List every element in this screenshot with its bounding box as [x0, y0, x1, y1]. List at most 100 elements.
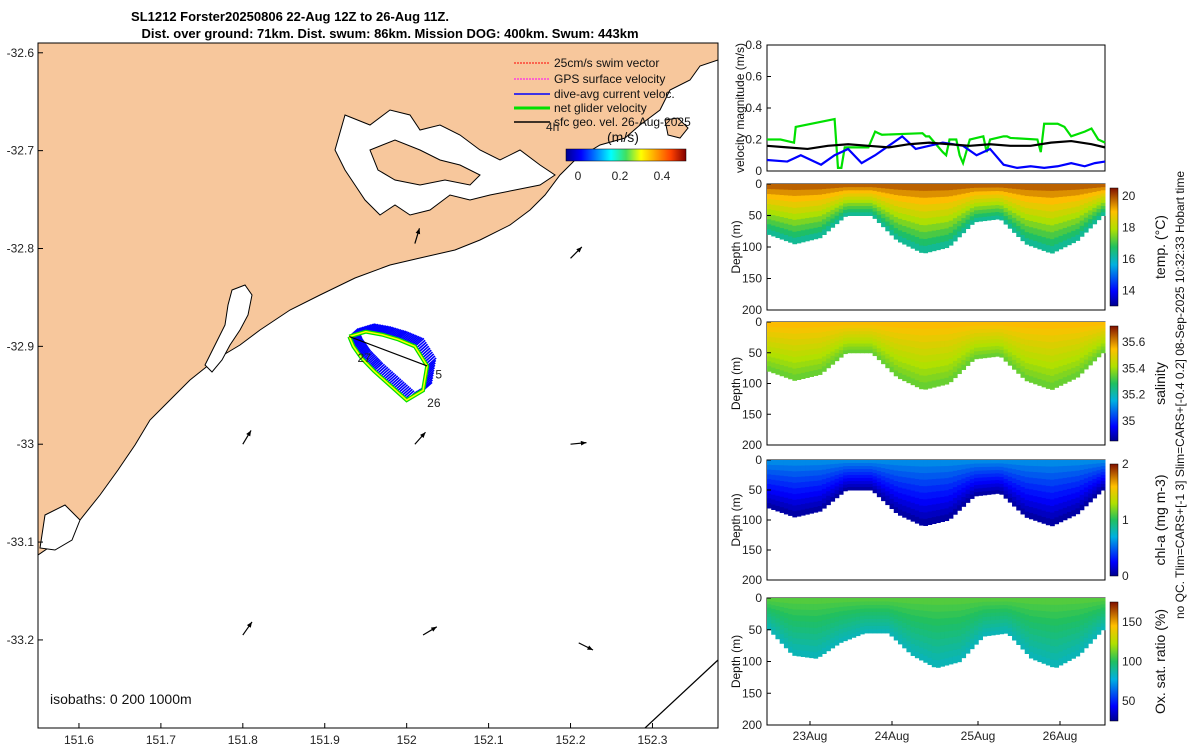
section-cell [944, 611, 950, 619]
section-cell [872, 608, 878, 613]
section-cell [974, 329, 979, 334]
section-cell [1041, 637, 1047, 645]
section-cell [1066, 226, 1072, 234]
section-cell [855, 469, 861, 473]
section-cell [1100, 331, 1106, 335]
section-cell [817, 500, 823, 507]
section-cell [1066, 184, 1072, 191]
section-cell [1041, 472, 1047, 480]
section-cell [1012, 198, 1017, 204]
section-cell [847, 212, 852, 216]
section-cell [1075, 349, 1081, 356]
section-cell [1092, 337, 1098, 342]
section-cell [1066, 322, 1072, 329]
map-xtick-label: 152 [397, 733, 417, 747]
section-cell [855, 478, 861, 482]
section-cell [940, 359, 945, 367]
section-cell [775, 342, 781, 349]
section-cell [779, 327, 785, 334]
dive-current-vector [368, 357, 379, 367]
section-cell [995, 345, 1000, 350]
section-cell [1062, 215, 1068, 223]
section-cell [957, 470, 962, 476]
section-cell [826, 500, 831, 506]
section-cell [851, 206, 857, 210]
section-cell [805, 212, 810, 219]
section-cell [847, 184, 852, 188]
section-cell [978, 598, 983, 603]
section-cell [826, 202, 831, 208]
section-cell [809, 189, 814, 196]
section-colorbar [1109, 601, 1119, 722]
section-cell [771, 499, 776, 506]
section-cell [952, 649, 958, 657]
section-cell [961, 501, 967, 507]
section-cell [809, 497, 814, 504]
section-cell [847, 466, 852, 470]
section-cell [792, 231, 798, 239]
section-cell [1045, 348, 1051, 356]
section-cell [1100, 349, 1106, 354]
section-cell [923, 197, 929, 206]
section-cell [1096, 208, 1102, 214]
section-cell [843, 469, 848, 473]
section-cell [919, 492, 924, 500]
section-cell [936, 491, 941, 499]
section-cell [1083, 482, 1089, 488]
section-cell [999, 322, 1005, 327]
section-cell [936, 516, 941, 524]
section-cell [834, 460, 840, 465]
section-cell [995, 328, 1000, 333]
section-cell [821, 498, 827, 504]
section-cell [889, 474, 895, 480]
section-cell [817, 475, 823, 481]
section-cell [838, 463, 844, 468]
section-cell [919, 238, 924, 247]
section-cell [783, 497, 789, 504]
section-cell [931, 485, 937, 493]
section-cell [1092, 610, 1098, 615]
section-cell [821, 474, 827, 480]
map-xtick-label: 152.3 [637, 733, 667, 747]
section-cell [999, 477, 1005, 482]
section-cell [792, 333, 798, 340]
section-cell [948, 208, 954, 216]
section-cell [1033, 346, 1038, 354]
section-cell [1054, 646, 1060, 654]
section-cell [944, 190, 950, 198]
section-cell [1028, 604, 1034, 611]
section-colorbar [1109, 463, 1119, 577]
section-cell [851, 349, 857, 354]
section-cell [859, 487, 865, 491]
section-cell [788, 498, 793, 505]
section-cell [830, 480, 836, 486]
section-cell [1096, 187, 1102, 192]
section-cell [936, 472, 941, 480]
section-cell [796, 231, 802, 238]
section-cell [927, 631, 933, 639]
section-cell [813, 189, 819, 196]
section-cell [1028, 628, 1034, 635]
section-cell [914, 360, 920, 368]
section-cell [885, 604, 891, 609]
section-cell [843, 472, 848, 476]
section-cell [800, 603, 806, 611]
island-ne [664, 117, 689, 139]
section-cell [881, 488, 886, 494]
section-cell [805, 344, 810, 351]
section-cell [817, 369, 823, 375]
section-cell [914, 598, 920, 605]
section-cell [872, 332, 878, 336]
section-cell [779, 233, 785, 240]
section-cell [864, 463, 869, 467]
section-cell [910, 353, 916, 361]
section-cell [978, 202, 983, 207]
section-cell [952, 643, 958, 651]
section-cell [872, 352, 878, 357]
section-cell [838, 336, 844, 341]
section-cell [969, 337, 975, 343]
section-cell [914, 615, 920, 623]
section-cell [1062, 489, 1068, 497]
section-cell [952, 610, 958, 618]
section-cell [859, 612, 865, 617]
